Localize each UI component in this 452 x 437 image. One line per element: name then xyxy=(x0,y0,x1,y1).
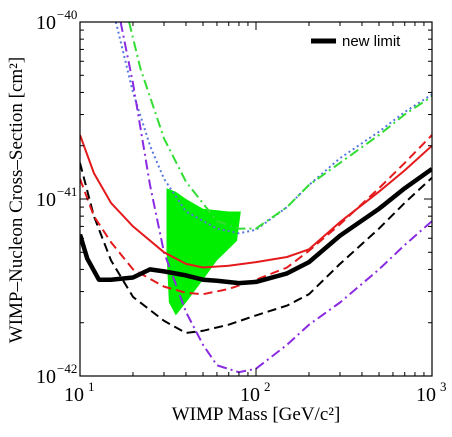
line-series-2 xyxy=(80,134,432,296)
plot-frame xyxy=(79,21,433,377)
y-tick-exponent: −42 xyxy=(57,361,77,376)
legend: new limit xyxy=(311,33,401,50)
y-tick-label: 10 xyxy=(36,366,56,388)
line-series-1 xyxy=(80,134,432,269)
x-tick-label: 10 xyxy=(240,384,260,406)
y-tick-exponent: −40 xyxy=(57,7,77,22)
x-tick-exponent: 3 xyxy=(440,379,447,394)
y-axis-title: WIMP–Nucleon Cross–Section [cm²] xyxy=(6,57,27,343)
x-tick-label: 10 xyxy=(416,384,436,406)
y-tick-exponent: −41 xyxy=(57,184,77,199)
line-series-6 xyxy=(114,22,432,235)
series-layer xyxy=(80,22,432,374)
line-series-3 xyxy=(80,162,432,334)
y-tick-label: 10 xyxy=(36,12,56,34)
x-axis-title: WIMP Mass [GeV/c²] xyxy=(172,404,341,425)
legend-label-new-limit: new limit xyxy=(342,33,401,50)
line-new-limit xyxy=(80,167,432,286)
y-tick-label: 10 xyxy=(36,189,56,211)
x-tick-exponent: 2 xyxy=(264,379,271,394)
line-series-5 xyxy=(128,22,432,230)
x-tick-label: 10 xyxy=(64,384,84,406)
region-series-7 xyxy=(166,188,241,316)
x-tick-exponent: 1 xyxy=(88,379,95,394)
